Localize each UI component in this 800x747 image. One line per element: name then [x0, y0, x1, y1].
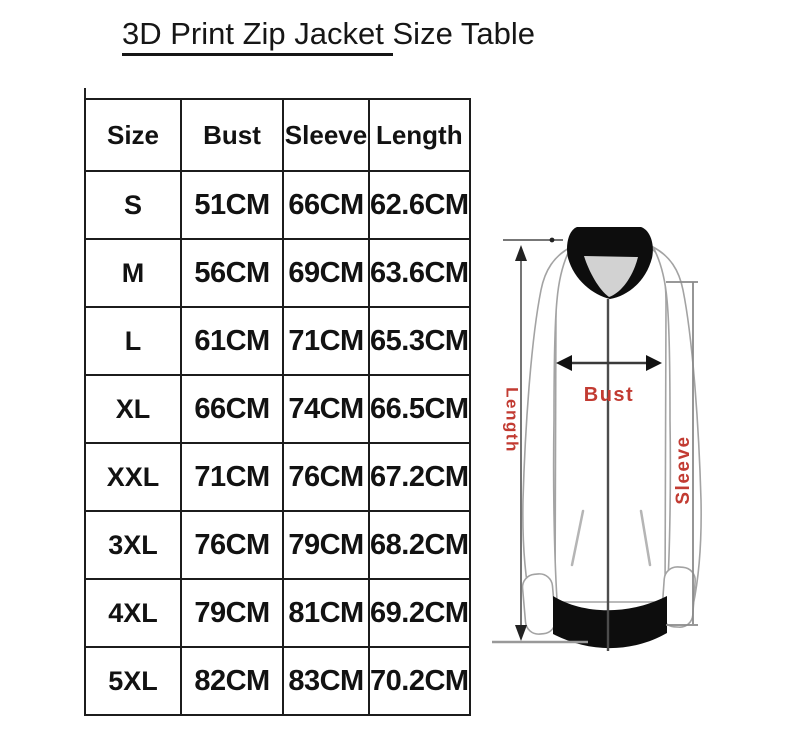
- column-header-length: Length: [368, 98, 471, 172]
- sleeve-cell: 83CM: [282, 646, 370, 716]
- bust-cell: 71CM: [180, 442, 284, 512]
- bust-arrow: [556, 355, 662, 371]
- sleeve-measure-line: [666, 281, 698, 626]
- title-plain-part: Size Table: [392, 16, 535, 51]
- jacket-right-cuff: [661, 566, 696, 628]
- length-cell: 68.2CM: [368, 510, 471, 580]
- size-cell: XL: [84, 374, 182, 444]
- bust-cell: 56CM: [180, 238, 284, 308]
- bust-cell: 61CM: [180, 306, 284, 376]
- sleeve-cell: 71CM: [282, 306, 370, 376]
- table-row: S 51CM 66CM 62.6CM: [84, 170, 471, 240]
- sleeve-cell: 76CM: [282, 442, 370, 512]
- column-header-bust: Bust: [180, 98, 284, 172]
- length-cell: 63.6CM: [368, 238, 471, 308]
- pocket-slash-right: [639, 509, 652, 567]
- page-title: 3D Print Zip Jacket Size Table: [56, 16, 601, 56]
- length-arrow: [492, 237, 588, 644]
- bust-cell: 66CM: [180, 374, 284, 444]
- table-row: 4XL 79CM 81CM 69.2CM: [84, 578, 471, 648]
- jacket-hem: [553, 596, 667, 649]
- size-cell: L: [84, 306, 182, 376]
- size-cell: 3XL: [84, 510, 182, 580]
- length-label: Length: [503, 387, 522, 453]
- size-cell: XXL: [84, 442, 182, 512]
- jacket-measurement-diagram: Length Bust Sleeve: [492, 227, 702, 651]
- size-cell: 4XL: [84, 578, 182, 648]
- sleeve-cell: 81CM: [282, 578, 370, 648]
- size-table-container: Size Bust Sleeve Length S 51CM 66CM 62.6…: [84, 98, 471, 716]
- length-cell: 66.5CM: [368, 374, 471, 444]
- table-row: L 61CM 71CM 65.3CM: [84, 306, 471, 376]
- size-cell: M: [84, 238, 182, 308]
- bust-label: Bust: [584, 384, 634, 406]
- jacket-left-cuff: [521, 573, 557, 635]
- column-header-sleeve: Sleeve: [282, 98, 370, 172]
- bust-cell: 51CM: [180, 170, 284, 240]
- table-row: 5XL 82CM 83CM 70.2CM: [84, 646, 471, 716]
- table-header-row: Size Bust Sleeve Length: [84, 98, 471, 172]
- bust-cell: 76CM: [180, 510, 284, 580]
- size-cell: S: [84, 170, 182, 240]
- sleeve-label: Sleeve: [673, 435, 694, 504]
- table-row: M 56CM 69CM 63.6CM: [84, 238, 471, 308]
- size-table: Size Bust Sleeve Length S 51CM 66CM 62.6…: [84, 98, 471, 716]
- length-cell: 70.2CM: [368, 646, 471, 716]
- table-corner-tick: [84, 88, 86, 99]
- column-header-size: Size: [84, 98, 182, 172]
- size-cell: 5XL: [84, 646, 182, 716]
- sleeve-cell: 74CM: [282, 374, 370, 444]
- collar-inner-triangle: [584, 256, 638, 297]
- table-row: XXL 71CM 76CM 67.2CM: [84, 442, 471, 512]
- sleeve-cell: 69CM: [282, 238, 370, 308]
- table-row: XL 66CM 74CM 66.5CM: [84, 374, 471, 444]
- bust-cell: 79CM: [180, 578, 284, 648]
- title-underlined-part: 3D Print Zip Jacket: [122, 16, 393, 56]
- sleeve-cell: 79CM: [282, 510, 370, 580]
- length-cell: 62.6CM: [368, 170, 471, 240]
- sleeve-cell: 66CM: [282, 170, 370, 240]
- bust-cell: 82CM: [180, 646, 284, 716]
- length-cell: 67.2CM: [368, 442, 471, 512]
- pocket-slash-left: [570, 509, 585, 567]
- table-row: 3XL 76CM 79CM 68.2CM: [84, 510, 471, 580]
- length-cell: 65.3CM: [368, 306, 471, 376]
- length-cell: 69.2CM: [368, 578, 471, 648]
